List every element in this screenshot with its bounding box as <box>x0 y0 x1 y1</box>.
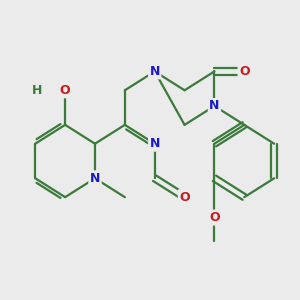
Text: O: O <box>209 211 220 224</box>
Text: N: N <box>149 137 160 150</box>
Text: O: O <box>239 65 250 78</box>
Text: O: O <box>179 190 190 204</box>
Text: O: O <box>60 84 70 97</box>
Text: N: N <box>90 172 100 185</box>
Text: H: H <box>32 84 42 97</box>
Text: N: N <box>209 100 220 112</box>
Text: N: N <box>149 65 160 78</box>
